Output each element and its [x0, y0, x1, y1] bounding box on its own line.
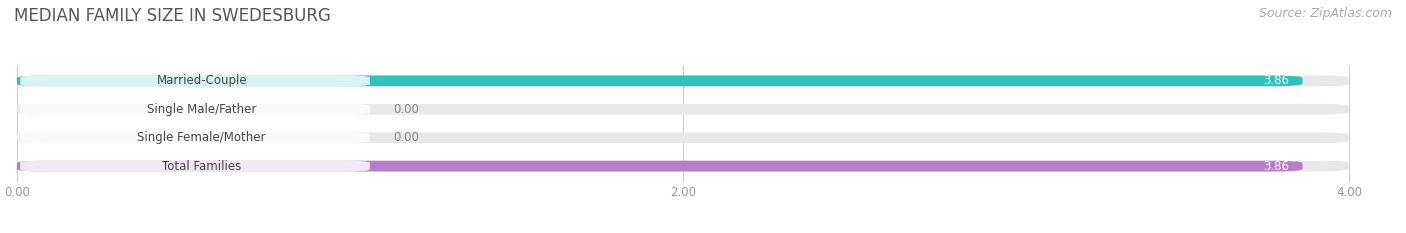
Text: Single Male/Father: Single Male/Father	[148, 103, 256, 116]
FancyBboxPatch shape	[20, 132, 370, 143]
FancyBboxPatch shape	[20, 104, 370, 115]
Text: 0.00: 0.00	[394, 103, 419, 116]
Text: Total Families: Total Families	[162, 160, 242, 173]
Text: 0.00: 0.00	[394, 131, 419, 144]
FancyBboxPatch shape	[17, 132, 1350, 143]
FancyBboxPatch shape	[20, 75, 370, 86]
Text: 3.86: 3.86	[1263, 74, 1289, 87]
FancyBboxPatch shape	[17, 75, 1302, 86]
Text: Single Female/Mother: Single Female/Mother	[138, 131, 266, 144]
Text: 3.86: 3.86	[1263, 160, 1289, 173]
FancyBboxPatch shape	[17, 161, 1302, 171]
Text: MEDIAN FAMILY SIZE IN SWEDESBURG: MEDIAN FAMILY SIZE IN SWEDESBURG	[14, 7, 330, 25]
FancyBboxPatch shape	[17, 161, 1350, 171]
FancyBboxPatch shape	[20, 161, 370, 172]
Text: Married-Couple: Married-Couple	[156, 74, 247, 87]
Text: Source: ZipAtlas.com: Source: ZipAtlas.com	[1258, 7, 1392, 20]
FancyBboxPatch shape	[17, 104, 1350, 115]
FancyBboxPatch shape	[17, 75, 1350, 86]
